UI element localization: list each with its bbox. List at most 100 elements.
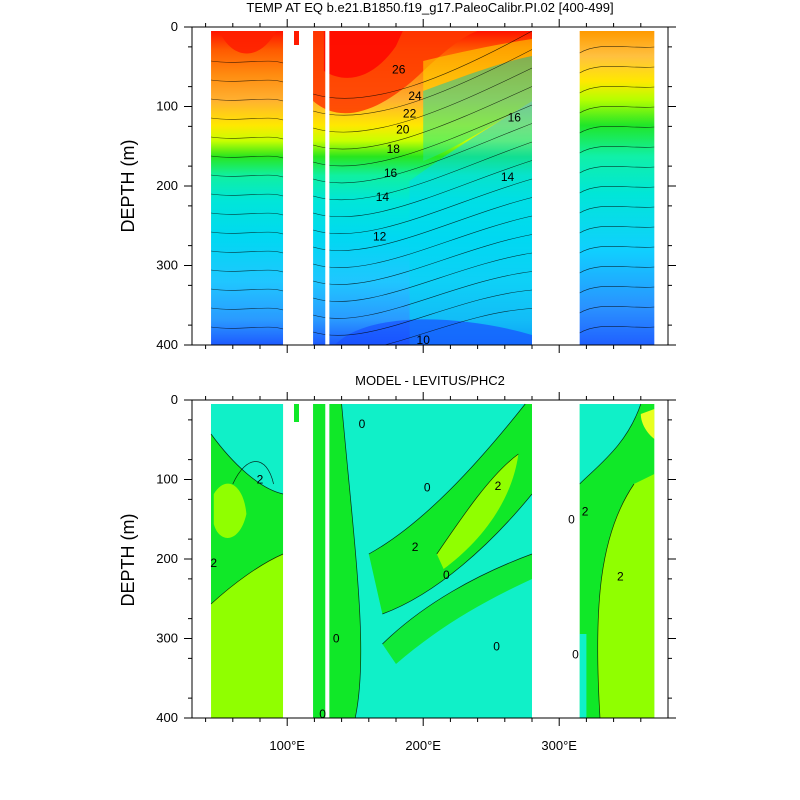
temp-contour-label: 16 [508, 110, 522, 124]
anomaly-contour-label: 2 [412, 540, 419, 554]
land-gap [654, 27, 668, 345]
temp-contour-line [579, 185, 655, 194]
land-gap [283, 27, 314, 345]
temp-contour-line [312, 252, 533, 302]
anomaly-contour-label: 0 [443, 568, 450, 582]
anomaly-contour-label: 2 [210, 556, 217, 570]
surface-sliver [294, 404, 299, 422]
anom-central-green-band [368, 404, 532, 614]
anom-central-green-lower [382, 554, 532, 664]
anomaly-contour-line [579, 403, 642, 485]
y-tick-label: 300 [156, 631, 178, 646]
temp-contour-line [312, 67, 533, 133]
anomaly-contour-line [597, 483, 635, 718]
anom-east-lime [597, 474, 655, 718]
anomaly-contour-line [382, 493, 533, 615]
temp-contour-line [210, 307, 284, 311]
surface-sliver [294, 31, 299, 45]
temp-contour-line [312, 215, 533, 268]
east-thermocline-overlay [423, 56, 532, 161]
anom-east-cyan-strip [579, 634, 587, 718]
east-yellow-band [423, 39, 532, 91]
temp-contour-line [579, 165, 655, 174]
anomaly-contour-label: 0 [333, 632, 340, 646]
temp-contour-line [210, 60, 284, 64]
anom-east-cyan [579, 404, 641, 484]
temp-contour-line [210, 288, 284, 292]
temp-contour-label: 14 [501, 170, 515, 184]
anomaly-contour-line [368, 403, 526, 555]
temp-contour-line [312, 104, 533, 167]
temp-field-east [579, 31, 655, 345]
temp-contour-label: 20 [396, 122, 410, 136]
anomaly-contour-line [210, 553, 284, 605]
temp-contour-line [312, 30, 533, 99]
anomaly-contour-label: 2 [495, 479, 502, 493]
temp-contour-line [579, 45, 655, 54]
anomaly-contour-line [382, 553, 533, 645]
anom-central-lime-band [436, 454, 519, 569]
anomaly-panel-title: MODEL - LEVITUS/PHC2 [355, 373, 505, 388]
temp-contour-line [210, 212, 284, 216]
temp-contour-line [579, 265, 655, 274]
y-tick-label: 0 [171, 392, 178, 407]
temp-contour-line [210, 174, 284, 178]
west-warm-core [219, 31, 277, 54]
temperature-panel-axes: 0 100 200 300 400 [156, 19, 676, 353]
temp-contour-line [312, 86, 533, 150]
temp-contour-line [579, 205, 655, 214]
temp-field-west [211, 31, 284, 345]
temp-contour-line [312, 160, 533, 218]
land-gap [654, 400, 668, 718]
temp-contour-line [210, 250, 284, 254]
temp-contour-line [579, 85, 655, 94]
temp-contour-line [579, 325, 655, 334]
y-tick-label: 400 [156, 337, 178, 352]
temp-contour-line [312, 141, 533, 201]
temp-contour-line [579, 145, 655, 154]
anomaly-contour-label: 0 [493, 639, 500, 653]
anomaly-contour-line [232, 461, 274, 485]
anom-east-yellow [640, 409, 655, 439]
temp-contour-line [579, 105, 655, 114]
temp-contour-line [312, 234, 533, 285]
temp-contour-line [211, 346, 283, 348]
y-tick-label: 300 [156, 258, 178, 273]
temp-contour-label: 18 [387, 142, 401, 156]
anom-west-cyan [211, 404, 284, 494]
temp-contour-line [312, 197, 533, 251]
anomaly-contour-label: 0 [319, 707, 326, 721]
temp-contour-line [312, 178, 533, 234]
x-tick-label: 100°E [269, 738, 305, 753]
anom-west-lime-patch [213, 483, 247, 538]
temp-contour-line [579, 125, 655, 134]
anomaly-contour-label: 2 [257, 473, 264, 487]
temp-contour-line [312, 49, 533, 116]
y-tick-label: 400 [156, 710, 178, 725]
land-gap [283, 400, 314, 718]
temp-contour-line [210, 98, 284, 102]
anomaly-contour-label: 0 [568, 512, 575, 526]
temp-contour-line [210, 117, 284, 121]
temp-contour-line [210, 269, 284, 273]
land-gap [325, 400, 330, 718]
temp-contour-line [210, 326, 284, 330]
anomaly-contour-line [436, 453, 519, 555]
land-gap [532, 27, 580, 345]
temp-contour-line [312, 271, 533, 319]
temp-contour-label: 24 [408, 89, 422, 103]
temp-contour-line [210, 155, 284, 159]
anomaly-contour-label: 0 [572, 647, 579, 661]
temp-contour-line [312, 289, 533, 336]
anomaly-contour-label: 0 [359, 417, 366, 431]
temp-contour-label: 22 [403, 106, 417, 120]
east-shoal-overlay [409, 101, 532, 345]
temp-contour-line [210, 79, 284, 83]
deep-cold-core [334, 319, 532, 345]
temp-contour-line [580, 346, 655, 353]
